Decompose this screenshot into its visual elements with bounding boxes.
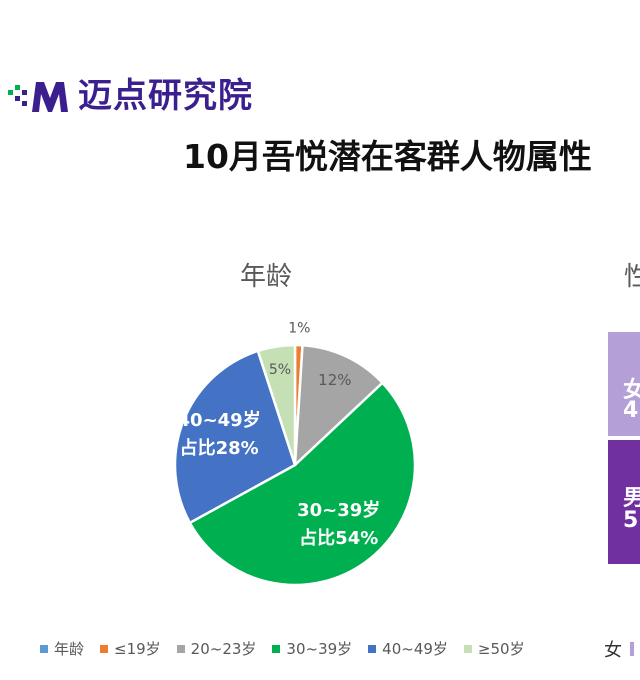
legend-label-female: 女: [604, 640, 622, 661]
slice-label: 占比54%: [299, 527, 378, 549]
slice-40-49: [173, 349, 297, 525]
slice-50: [256, 343, 297, 466]
gender-bar-chart: 女 4 男 5: [608, 332, 640, 564]
legend-label: ≤19岁: [114, 640, 161, 658]
logo-mark-icon: [6, 76, 76, 116]
male-bar-value: 5: [623, 508, 639, 533]
age-legend: 年龄 ≤19岁 20~23岁 30~39岁 40~49岁 ≥50岁: [40, 638, 541, 659]
slice-30-39: [188, 381, 417, 587]
slice-20-23: [293, 343, 385, 469]
legend-swatch: [100, 644, 109, 653]
slice-label: 1%: [288, 320, 310, 336]
slice-label: 12%: [318, 371, 351, 389]
legend-swatch-female: [630, 642, 634, 656]
legend-item-50: ≥50岁: [463, 638, 525, 659]
male-bar-label: 男: [623, 486, 640, 511]
legend-item-30-39: 30~39岁: [272, 638, 352, 659]
legend-label: 20~23岁: [190, 640, 257, 658]
male-bar: [608, 440, 640, 564]
legend-swatch: [463, 644, 472, 653]
legend-swatch: [176, 644, 185, 653]
legend-swatch: [40, 644, 48, 653]
legend-label: 年龄: [54, 640, 85, 658]
slice-label: 占比28%: [180, 437, 259, 459]
legend-swatch: [368, 644, 377, 653]
legend-item-20-23: 20~23岁: [176, 638, 257, 659]
legend-swatch: [272, 644, 281, 653]
gender-chart-title: 性: [624, 262, 640, 292]
slice-label: 40~49岁: [178, 409, 261, 431]
gender-legend: 女: [604, 636, 634, 662]
legend-label: 30~39岁: [286, 640, 353, 658]
slice-label: 5%: [269, 362, 291, 378]
legend-item-age: 年龄: [40, 638, 84, 659]
female-bar-value: 4: [623, 398, 639, 423]
logo: 迈点研究院: [6, 72, 253, 120]
female-bar: [608, 332, 640, 436]
page-title: 10月吾悦潜在客群人物属性: [183, 137, 592, 176]
female-bar-label: 女: [623, 378, 640, 403]
slice-label: 30~39岁: [297, 499, 380, 521]
legend-label: ≥50岁: [477, 640, 525, 658]
legend-label: 40~49岁: [382, 640, 448, 658]
legend-item-19: ≤19岁: [100, 638, 161, 659]
legend-item-40-49: 40~49岁: [368, 638, 448, 659]
age-chart-title: 年龄: [240, 262, 293, 292]
logo-text: 迈点研究院: [78, 76, 253, 116]
